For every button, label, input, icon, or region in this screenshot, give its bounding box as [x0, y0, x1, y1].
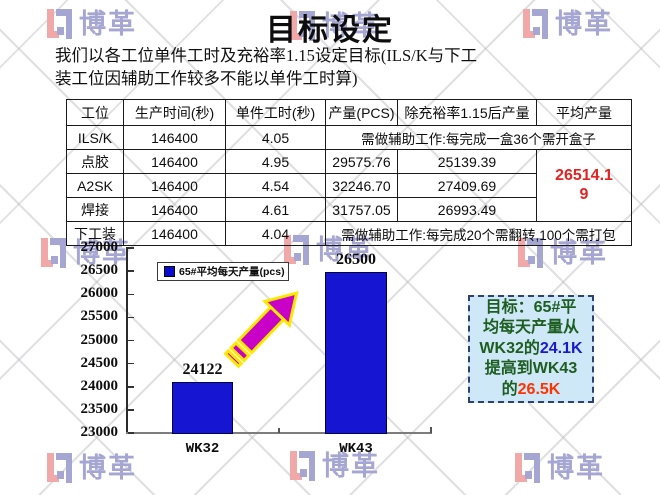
cell-unit-time: 4.54 [225, 173, 326, 198]
y-axis-tick-mark [128, 409, 134, 411]
x-axis-tick [278, 428, 280, 433]
y-axis-tick-mark [128, 270, 134, 272]
col-header-output: 产量(PCS) [325, 99, 398, 126]
y-axis-tick-label: 24000 [80, 377, 119, 394]
x-axis-label-wk32: WK32 [185, 441, 220, 457]
table-row: ILS/K 146400 4.05 需做辅助工作:每完成一盒36个需开盒子 [66, 125, 632, 150]
y-axis-tick-label: 25500 [80, 308, 119, 325]
col-header-time: 生产时间(秒) [123, 99, 226, 126]
y-axis-tick-label: 23000 [80, 424, 119, 440]
y-axis-tick-mark [128, 339, 134, 342]
legend-swatch-icon [164, 266, 175, 277]
callout-line: 提高到WK43 [470, 359, 592, 379]
cell-station: ILS/K [66, 125, 124, 150]
cell-time: 146400 [123, 173, 226, 198]
cell-station: A2SK [66, 173, 124, 198]
intro-line-1: 我们以各工位单件工时及充裕率1.15设定目标(ILS/K与下工 [55, 46, 478, 65]
x-axis-tick [430, 427, 432, 433]
col-header-adjusted: 除充裕率1.15后产量 [397, 99, 537, 126]
callout-text: 提高到WK43 [484, 360, 578, 378]
boge-watermark-text: 博革 [79, 453, 137, 483]
y-axis-tick-mark [128, 247, 134, 249]
y-axis-tick-label: 26500 [80, 262, 119, 279]
cell-station: 下工装 [66, 221, 124, 246]
boge-logo-icon [290, 451, 315, 481]
boge-watermark: 博革 [287, 448, 380, 485]
cell-unit-time: 4.05 [225, 125, 326, 150]
legend-label: 65#平均每天产量(pcs) [179, 266, 285, 278]
y-axis [126, 247, 128, 434]
boge-logo-icon [515, 453, 540, 483]
cell-unit-time: 4.95 [225, 149, 326, 174]
cell-output: 32246.70 [325, 173, 398, 198]
x-axis-label-wk43: WK43 [339, 441, 373, 457]
chart-legend: 65#平均每天产量(pcs) [157, 262, 289, 281]
y-axis-tick-mark [128, 293, 134, 295]
average-output-value: 26514.19 [555, 167, 613, 203]
y-axis-tick-mark [128, 386, 134, 388]
y-axis-tick-label: 26000 [80, 285, 119, 302]
callout-text: WK32的 [479, 339, 540, 357]
cell-time: 146400 [123, 125, 226, 150]
intro-text: 我们以各工位单件工时及充裕率1.15设定目标(ILS/K与下工 装工位因辅助工作… [55, 44, 545, 91]
intro-line-2: 装工位因辅助工作较多不能以单件工时算) [55, 69, 358, 89]
production-table: 工位 生产时间(秒) 单件工时(秒) 产量(PCS) 除充裕率1.15后产量 平… [66, 99, 632, 246]
y-axis-tick-label: 25000 [80, 331, 119, 348]
cell-unit-time: 4.04 [225, 221, 326, 246]
bar-wk32: 24122 [172, 361, 233, 434]
callout-text: 的 [501, 380, 518, 398]
cell-output: 29575.76 [325, 149, 398, 174]
goal-callout: 目标：65#平 均每天产量从 WK32的24.1K 提高到WK43 的26.5K [468, 295, 594, 403]
callout-text: 目标：65#平 [485, 298, 577, 316]
callout-line: 的26.5K [470, 380, 592, 400]
cell-adjusted: 26993.49 [397, 197, 537, 222]
cell-adjusted: 25139.39 [397, 149, 537, 174]
y-axis-tick-mark [128, 316, 134, 319]
table-header-row: 工位 生产时间(秒) 单件工时(秒) 产量(PCS) 除充裕率1.15后产量 平… [66, 99, 632, 126]
cell-time: 146400 [123, 221, 226, 246]
boge-logo-icon [47, 453, 72, 483]
bar-rect [172, 381, 233, 434]
table-row: 点胶 146400 4.95 29575.76 25139.39 26514.1… [66, 149, 632, 222]
boge-watermark: 博革 [44, 450, 137, 487]
col-header-average: 平均产量 [536, 99, 632, 126]
callout-value-24-1k: 24.1K [539, 339, 583, 357]
y-axis-tick-mark [128, 362, 134, 365]
col-header-unit-time: 单件工时(秒) [225, 99, 326, 126]
y-axis-tick-label: 23500 [80, 400, 119, 417]
bar-wk43: 26500 [325, 251, 387, 434]
page-title: 目标设定 [266, 14, 394, 47]
y-axis-tick-label: 24500 [80, 354, 119, 371]
callout-line: 目标：65#平 [470, 298, 592, 318]
increase-arrow-icon [222, 282, 307, 370]
callout-line: WK32的24.1K [470, 339, 592, 359]
cell-adjusted: 27409.69 [397, 173, 537, 198]
cell-average-output: 26514.19 [536, 149, 632, 222]
callout-value-26-5k: 26.5K [517, 380, 561, 398]
cell-station: 点胶 [66, 149, 124, 174]
bar-rect [325, 271, 387, 434]
y-axis-tick-mark [128, 432, 134, 434]
cell-unit-time: 4.61 [225, 197, 326, 222]
boge-watermark-text: 博革 [322, 451, 380, 481]
boge-logo-icon [41, 238, 66, 268]
boge-watermark: 博革 [512, 450, 605, 487]
bar-value-label: 26500 [336, 250, 376, 268]
cell-station: 焊接 [66, 197, 124, 222]
x-axis [126, 432, 432, 434]
cell-output: 31757.05 [325, 197, 398, 222]
table-row: 焊接 146400 4.61 31757.05 26993.49 [66, 197, 632, 222]
cell-note: 需做辅助工作:每完成一盒36个需开盒子 [325, 125, 632, 150]
col-header-station: 工位 [66, 99, 124, 126]
callout-text: 均每天产量从 [482, 319, 579, 337]
table-row: 下工装 146400 4.04 需做辅助工作:每完成20个需翻转,100个需打包 [66, 221, 632, 246]
boge-watermark-text: 博革 [547, 453, 605, 483]
callout-line: 均每天产量从 [470, 318, 592, 338]
cell-note: 需做辅助工作:每完成20个需翻转,100个需打包 [325, 221, 632, 246]
cell-time: 146400 [123, 149, 226, 174]
cell-time: 146400 [123, 197, 226, 222]
